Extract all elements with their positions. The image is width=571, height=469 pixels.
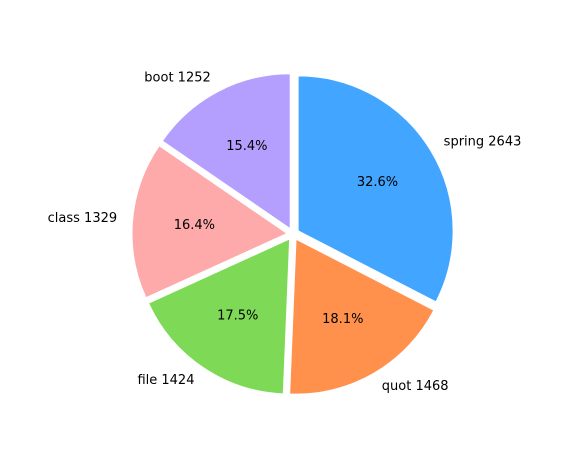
slice-label-quot: quot 1468	[382, 379, 449, 394]
pie-slice-boot	[161, 73, 291, 230]
slice-label-file: file 1424	[137, 373, 194, 388]
slice-label-boot: boot 1252	[144, 70, 210, 85]
pct-label-spring: 32.6%	[357, 175, 398, 190]
pie-slice-file	[147, 238, 291, 395]
slice-label-spring: spring 2643	[444, 135, 522, 150]
slice-label-class: class 1329	[48, 211, 118, 226]
pie-slice-class	[131, 145, 289, 299]
pie-slice-spring	[297, 75, 454, 303]
pct-label-boot: 15.4%	[226, 139, 267, 154]
pct-label-class: 16.4%	[174, 218, 215, 233]
pie-slice-quot	[289, 238, 435, 395]
pct-label-quot: 18.1%	[322, 312, 363, 327]
pct-label-file: 17.5%	[217, 309, 258, 324]
